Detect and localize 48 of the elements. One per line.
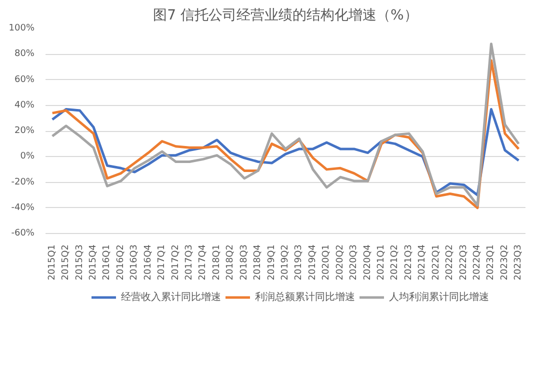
x-tick-label: 2020Q1 <box>322 244 332 280</box>
x-tick-label: 2017Q3 <box>184 244 194 280</box>
x-tick-label: 2022Q4 <box>472 244 482 280</box>
x-tick-label: 2022Q1 <box>431 244 442 280</box>
x-tick-label: 2016Q2 <box>116 244 126 280</box>
x-tick-label: 2019Q4 <box>308 244 318 280</box>
x-tick-label: 2015Q1 <box>47 244 58 280</box>
x-tick-label: 2015Q2 <box>61 244 72 280</box>
y-tick-label: 100% <box>8 24 35 34</box>
x-tick-label: 2015Q3 <box>74 244 85 280</box>
x-tick-label: 2018Q4 <box>253 244 264 280</box>
y-tick-label: 60% <box>14 74 35 85</box>
y-tick-label: 0% <box>20 152 35 162</box>
legend-label: 经营收入累计同比增速 <box>121 290 221 304</box>
x-tick-label: 2016Q4 <box>143 244 154 280</box>
x-tick-label: 2016Q1 <box>102 244 112 280</box>
y-tick-label: 80% <box>14 49 35 60</box>
x-tick-label: 2019Q3 <box>294 244 304 280</box>
y-tick-label: -40% <box>11 202 35 213</box>
x-tick-label: 2015Q4 <box>88 244 98 280</box>
y-tick-label: -60% <box>11 228 35 238</box>
x-tick-label: 2017Q1 <box>157 244 168 280</box>
chart-title: 图7 信托公司经营业绩的结构化增速（%） <box>153 8 418 24</box>
x-tick-label: 2022Q2 <box>445 244 456 280</box>
legend-label: 利润总额累计同比增速 <box>255 290 355 304</box>
x-tick-label: 2017Q4 <box>198 244 208 280</box>
x-tick-label: 2021Q2 <box>390 244 400 280</box>
x-tick-label: 2021Q3 <box>404 244 414 280</box>
x-tick-label: 2023Q1 <box>486 244 496 280</box>
y-tick-label: -20% <box>11 177 35 188</box>
x-tick-label: 2018Q3 <box>239 244 250 280</box>
x-tick-label: 2020Q4 <box>362 244 373 280</box>
y-tick-label: 20% <box>14 126 35 136</box>
x-tick-label: 2018Q1 <box>212 244 222 280</box>
y-tick-label: 40% <box>14 100 35 110</box>
x-tick-label: 2022Q3 <box>458 244 469 280</box>
x-tick-label: 2023Q3 <box>514 244 524 280</box>
x-tick-label: 2016Q3 <box>130 244 140 280</box>
legend-label: 人均利润累计同比增速 <box>389 290 489 304</box>
x-tick-label: 2017Q2 <box>170 244 181 280</box>
x-tick-label: 2021Q1 <box>376 244 386 280</box>
x-tick-label: 2019Q2 <box>280 244 290 280</box>
x-tick-label: 2018Q2 <box>226 244 236 280</box>
x-tick-label: 2020Q2 <box>335 244 346 280</box>
x-tick-label: 2020Q3 <box>349 244 360 280</box>
x-tick-label: 2023Q2 <box>500 244 510 280</box>
x-tick-label: 2019Q1 <box>266 244 277 280</box>
x-tick-label: 2021Q4 <box>418 244 428 280</box>
